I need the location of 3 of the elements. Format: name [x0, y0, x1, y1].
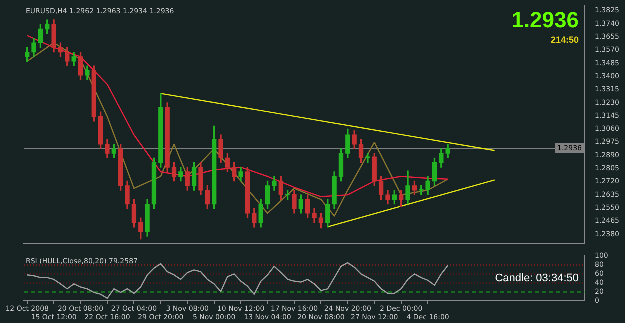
annotation: Candle: 03:34:50: [495, 272, 579, 285]
annotation: 1.2936: [512, 7, 579, 32]
annotation: 214:50: [550, 35, 579, 46]
